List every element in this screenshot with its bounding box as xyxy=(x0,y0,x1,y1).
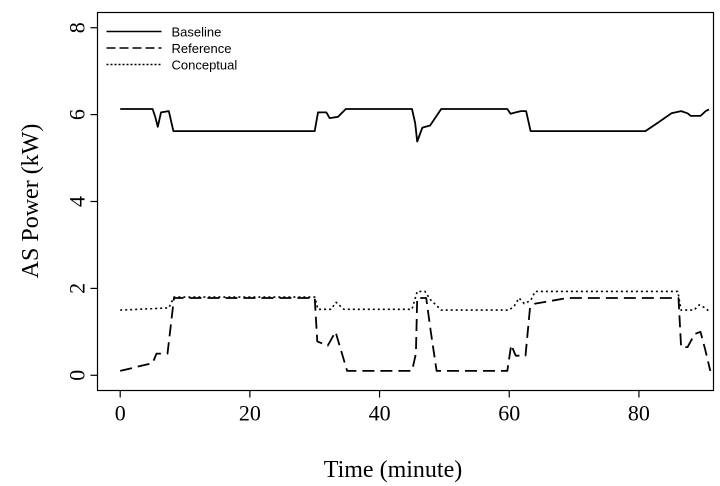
y-axis-title: AS Power (kW) xyxy=(18,124,44,279)
x-tick-label: 60 xyxy=(498,401,520,426)
series-line-conceptual xyxy=(120,290,711,313)
x-axis: 0 20 40 60 80 xyxy=(115,390,650,426)
y-axis: 0 2 4 6 8 xyxy=(65,22,98,381)
series-line-reference xyxy=(119,297,712,372)
x-tick-label: 80 xyxy=(628,401,650,426)
legend-label: Conceptual xyxy=(172,58,238,73)
x-tick-label: 20 xyxy=(239,401,261,426)
legend-label: Reference xyxy=(172,41,232,56)
y-tick-label: 0 xyxy=(65,370,90,381)
x-tick-label: 0 xyxy=(115,401,126,426)
y-tick-label: 8 xyxy=(65,22,90,33)
x-tick-label: 40 xyxy=(369,401,391,426)
y-tick-label: 2 xyxy=(65,283,90,294)
legend-label: Baseline xyxy=(172,25,222,40)
y-tick-label: 4 xyxy=(65,196,90,207)
series-line-baseline xyxy=(120,108,710,143)
x-axis-title: Time (minute) xyxy=(324,457,462,483)
series-layer xyxy=(119,108,712,372)
y-tick-label: 6 xyxy=(65,109,90,120)
